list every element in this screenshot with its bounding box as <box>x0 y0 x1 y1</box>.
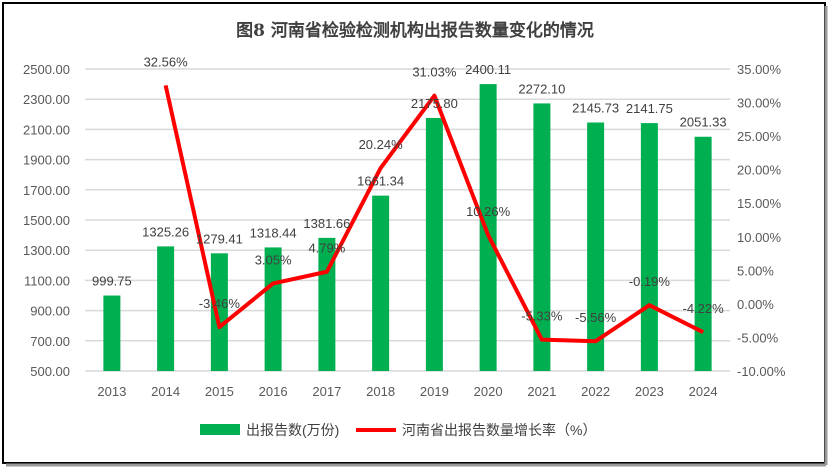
x-tick-label: 2018 <box>366 384 395 399</box>
x-tick-label: 2020 <box>474 384 503 399</box>
right-tick-label: 15.00% <box>737 196 782 211</box>
left-tick-label: 2500.00 <box>23 62 70 77</box>
bar <box>210 253 228 371</box>
bar <box>479 84 497 372</box>
line-data-label: 31.03% <box>412 65 457 80</box>
bar-data-label: 2272.10 <box>518 81 565 96</box>
line-data-label: -4.22% <box>683 301 725 316</box>
bar <box>640 123 658 371</box>
chart-title: 图8 河南省检验检测机构出报告数量变化的情况 <box>236 20 594 41</box>
right-tick-label: 25.00% <box>737 129 782 144</box>
bar <box>264 247 282 371</box>
left-tick-label: 1300.00 <box>23 243 70 258</box>
left-tick-label: 1700.00 <box>23 183 70 198</box>
x-tick-label: 2021 <box>527 384 556 399</box>
line-data-label: -0.19% <box>629 274 671 289</box>
right-tick-label: -5.00% <box>737 330 779 345</box>
bar-data-label: 2051.33 <box>680 115 727 130</box>
left-tick-label: 1100.00 <box>24 273 70 288</box>
left-tick-label: 2100.00 <box>23 122 70 137</box>
bar-data-label: 1661.34 <box>357 174 404 189</box>
right-tick-label: 20.00% <box>737 163 782 178</box>
x-tick-label: 2023 <box>635 384 664 399</box>
line-data-label: -5.56% <box>575 310 617 325</box>
line-data-label: 4.79% <box>308 241 345 256</box>
bar <box>157 246 175 371</box>
bar-data-label: 1381.66 <box>303 216 350 231</box>
bar-data-label: 999.75 <box>92 274 132 289</box>
legend-line-label: 河南省出报告数量增长率（%） <box>402 422 596 438</box>
left-tick-label: 900.00 <box>30 304 70 319</box>
left-tick-label: 1900.00 <box>23 153 70 168</box>
x-tick-label: 2013 <box>97 384 126 399</box>
x-tick-label: 2024 <box>689 384 718 399</box>
line-data-label: -3.46% <box>199 296 241 311</box>
line-data-label: -5.33% <box>521 309 563 324</box>
legend-bar-swatch <box>200 424 240 435</box>
bar-data-label: 1279.41 <box>196 231 243 246</box>
x-tick-label: 2019 <box>420 384 449 399</box>
right-tick-label: -10.00% <box>737 364 786 379</box>
right-tick-label: 0.00% <box>737 297 774 312</box>
bar <box>372 195 390 371</box>
bar <box>587 122 605 371</box>
x-tick-label: 2017 <box>312 384 341 399</box>
bar <box>425 117 443 372</box>
x-tick-label: 2016 <box>259 384 288 399</box>
line-data-label: 10.26% <box>466 204 511 219</box>
left-tick-label: 1500.00 <box>23 213 70 228</box>
left-tick-label: 700.00 <box>30 334 70 349</box>
x-tick-label: 2014 <box>151 384 180 399</box>
bar <box>694 136 712 371</box>
left-tick-label: 500.00 <box>30 364 70 379</box>
bar-data-label: 2141.75 <box>626 101 673 116</box>
line-data-label: 32.56% <box>144 54 189 69</box>
bar-data-label: 2400.11 <box>465 62 511 77</box>
x-tick-label: 2022 <box>581 384 610 399</box>
bar-data-label: 1318.44 <box>250 225 297 240</box>
right-tick-label: 10.00% <box>737 230 782 245</box>
growth-rate-line <box>163 84 705 344</box>
right-tick-label: 30.00% <box>737 96 782 111</box>
right-tick-label: 5.00% <box>737 263 774 278</box>
legend-bar-label: 出报告数(万份) <box>246 422 339 438</box>
line-data-label: 20.24% <box>359 137 404 152</box>
legend: 出报告数(万份) 河南省出报告数量增长率（%） <box>200 422 596 438</box>
bar-data-label: 2175.80 <box>411 96 458 111</box>
right-tick-label: 35.00% <box>737 62 782 77</box>
chart-frame <box>2 2 826 464</box>
bar-data-label: 1325.26 <box>142 224 189 239</box>
x-tick-label: 2015 <box>205 384 234 399</box>
bar-data-label: 2145.73 <box>572 100 619 115</box>
left-tick-label: 2300.00 <box>23 92 70 107</box>
bar <box>103 295 121 371</box>
line-data-label: 3.05% <box>255 252 292 267</box>
bar <box>533 103 551 371</box>
